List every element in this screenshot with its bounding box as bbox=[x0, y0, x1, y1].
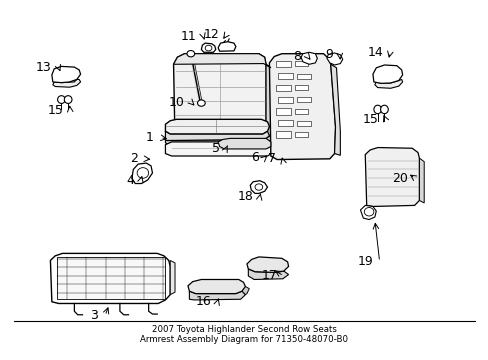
Bar bbox=[297, 121, 310, 126]
Polygon shape bbox=[248, 269, 288, 279]
Text: 19: 19 bbox=[356, 255, 372, 268]
Polygon shape bbox=[326, 53, 342, 65]
Polygon shape bbox=[246, 257, 288, 273]
Bar bbox=[294, 109, 307, 114]
Polygon shape bbox=[330, 64, 340, 155]
Polygon shape bbox=[165, 142, 273, 156]
Polygon shape bbox=[242, 287, 249, 294]
Text: 17: 17 bbox=[261, 270, 277, 283]
Bar bbox=[275, 131, 290, 138]
Ellipse shape bbox=[186, 50, 194, 57]
Ellipse shape bbox=[380, 105, 387, 114]
Bar bbox=[275, 85, 290, 91]
Text: 7: 7 bbox=[267, 152, 275, 165]
Ellipse shape bbox=[64, 96, 72, 103]
Ellipse shape bbox=[205, 45, 211, 51]
Bar bbox=[57, 257, 165, 299]
Polygon shape bbox=[173, 54, 270, 68]
Text: 16: 16 bbox=[195, 295, 210, 308]
Text: 8: 8 bbox=[292, 50, 301, 63]
Text: 5: 5 bbox=[211, 142, 219, 155]
Text: 2007 Toyota Highlander Second Row Seats
Armrest Assembly Diagram for 71350-48070: 2007 Toyota Highlander Second Row Seats … bbox=[140, 325, 348, 344]
Polygon shape bbox=[53, 80, 81, 87]
Polygon shape bbox=[201, 43, 215, 52]
Polygon shape bbox=[250, 181, 267, 193]
Ellipse shape bbox=[137, 168, 148, 178]
Ellipse shape bbox=[364, 207, 373, 216]
Text: 1: 1 bbox=[145, 131, 153, 144]
Polygon shape bbox=[265, 64, 272, 145]
Text: 18: 18 bbox=[237, 190, 253, 203]
Bar bbox=[278, 73, 293, 80]
Polygon shape bbox=[365, 148, 419, 207]
Polygon shape bbox=[419, 158, 424, 203]
Polygon shape bbox=[187, 279, 245, 294]
Polygon shape bbox=[372, 65, 402, 83]
Polygon shape bbox=[218, 42, 235, 51]
Bar bbox=[297, 98, 310, 102]
Text: 11: 11 bbox=[181, 30, 196, 42]
Text: 12: 12 bbox=[203, 28, 219, 41]
Text: 15: 15 bbox=[47, 104, 63, 117]
Polygon shape bbox=[165, 131, 269, 140]
Polygon shape bbox=[189, 291, 245, 300]
Polygon shape bbox=[52, 66, 81, 83]
Text: 9: 9 bbox=[325, 48, 332, 61]
Text: 13: 13 bbox=[36, 60, 52, 73]
Text: 10: 10 bbox=[168, 96, 184, 109]
Ellipse shape bbox=[58, 96, 65, 103]
Text: 20: 20 bbox=[392, 172, 407, 185]
Polygon shape bbox=[374, 80, 402, 88]
Text: 6: 6 bbox=[250, 150, 258, 163]
Bar bbox=[297, 74, 310, 79]
Text: 4: 4 bbox=[126, 174, 134, 186]
Polygon shape bbox=[360, 206, 376, 220]
Bar bbox=[294, 85, 307, 90]
Polygon shape bbox=[165, 136, 272, 144]
Text: 15: 15 bbox=[362, 113, 378, 126]
Polygon shape bbox=[218, 138, 270, 149]
Ellipse shape bbox=[197, 100, 205, 106]
Polygon shape bbox=[301, 52, 317, 64]
Polygon shape bbox=[170, 260, 175, 294]
Polygon shape bbox=[132, 163, 152, 184]
Polygon shape bbox=[165, 119, 269, 134]
Ellipse shape bbox=[255, 184, 262, 190]
Bar bbox=[275, 108, 290, 115]
Bar bbox=[278, 120, 293, 126]
Polygon shape bbox=[173, 54, 265, 147]
Bar bbox=[278, 97, 293, 103]
Bar bbox=[275, 61, 290, 67]
Text: 14: 14 bbox=[367, 46, 383, 59]
Ellipse shape bbox=[373, 105, 381, 114]
Text: 2: 2 bbox=[130, 152, 138, 165]
Polygon shape bbox=[50, 253, 170, 303]
Bar bbox=[294, 62, 307, 66]
Text: 3: 3 bbox=[90, 309, 98, 322]
Bar bbox=[294, 132, 307, 137]
Polygon shape bbox=[269, 54, 335, 159]
